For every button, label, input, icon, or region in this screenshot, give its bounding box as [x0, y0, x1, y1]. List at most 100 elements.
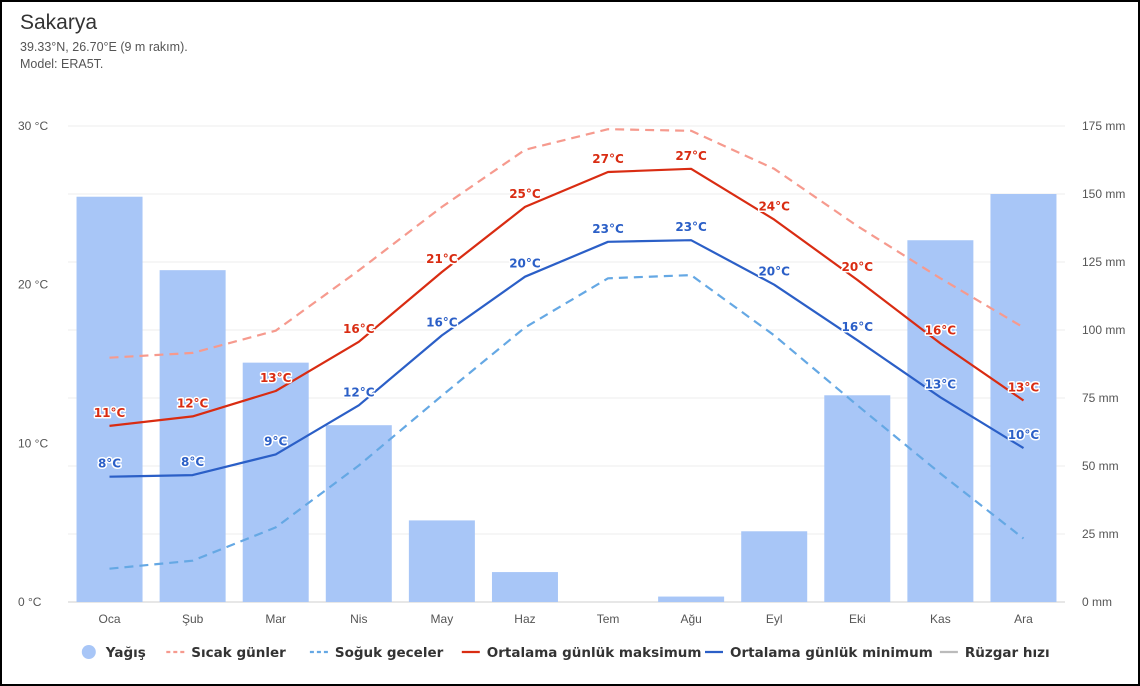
legend-label: Yağış [105, 645, 146, 661]
legend-item[interactable]: Ortalama günlük maksimum [461, 645, 702, 661]
data-label-halo: 27°C [675, 149, 707, 163]
data-label-halo: 16°C [842, 320, 874, 334]
data-label-halo: 10°C [1008, 428, 1040, 442]
data-label: 23°C [592, 222, 624, 236]
bar-precipitation [990, 194, 1057, 602]
data-label-halo: 8°C [98, 457, 121, 471]
data-label-halo: 13°C [1008, 380, 1040, 394]
y-left-tick-label: 10 °C [18, 436, 48, 450]
line-sıcak-günler [109, 128, 1025, 359]
bar-precipitation [658, 596, 725, 602]
data-label: 13°C [1008, 380, 1040, 394]
x-tick-label: Tem [597, 612, 620, 626]
bar-precipitation [242, 362, 309, 602]
legend-item[interactable]: Rüzgar hızı [939, 645, 1050, 661]
legend-label: Sıcak günler [191, 645, 286, 661]
data-label-halo: 27°C [592, 152, 624, 166]
data-label: 16°C [343, 322, 375, 336]
data-label: 16°C [842, 320, 874, 334]
line-ortalama-günlük-minimum [109, 239, 1025, 478]
data-label: 8°C [181, 455, 204, 469]
data-label: 10°C [1008, 428, 1040, 442]
legend-label: Ortalama günlük maksimum [487, 645, 702, 661]
data-label: 20°C [509, 257, 541, 271]
data-label-halo: 16°C [925, 323, 957, 337]
x-tick-label: Mar [265, 612, 286, 626]
y-left-tick-label: 0 °C [18, 595, 42, 609]
x-tick-label: Ara [1014, 612, 1033, 626]
legend-item[interactable]: Yağış [81, 645, 146, 661]
y-right-tick-label: 25 mm [1082, 527, 1119, 541]
data-label: 13°C [925, 377, 957, 391]
data-label: 25°C [509, 187, 541, 201]
bar-precipitation [741, 531, 808, 602]
bar-precipitation [907, 240, 974, 603]
data-label-halo: 20°C [758, 265, 790, 279]
data-label-halo: 20°C [509, 257, 541, 271]
x-tick-label: Nis [350, 612, 367, 626]
y-right-tick-label: 150 mm [1082, 187, 1125, 201]
data-label: 12°C [343, 385, 375, 399]
x-tick-label: May [431, 612, 454, 626]
data-label: 16°C [925, 323, 957, 337]
data-label-halo: 11°C [94, 406, 126, 420]
line-ortalama-günlük-maksimum [109, 167, 1025, 427]
data-label-halo: 16°C [343, 322, 375, 336]
data-label-halo: 21°C [426, 252, 458, 266]
bar-precipitation [408, 520, 475, 602]
x-tick-label: Oca [99, 612, 121, 626]
data-label-halo: 9°C [264, 434, 287, 448]
data-label-halo: 20°C [842, 260, 874, 274]
data-label: 24°C [758, 200, 790, 214]
data-label: 20°C [758, 265, 790, 279]
chart-title: Sakarya [20, 11, 98, 34]
model-info: Model: ERA5T. [20, 57, 104, 71]
y-left-tick-label: 30 °C [18, 119, 48, 133]
data-label-halo: 16°C [426, 315, 458, 329]
data-label-halo: 23°C [592, 222, 624, 236]
x-tick-label: Eki [849, 612, 866, 626]
x-tick-label: Haz [514, 612, 535, 626]
data-label: 11°C [94, 406, 126, 420]
data-label: 27°C [675, 149, 707, 163]
x-tick-label: Kas [930, 612, 951, 626]
data-label-halo: 12°C [177, 396, 209, 410]
data-label: 12°C [177, 396, 209, 410]
data-label: 23°C [675, 220, 707, 234]
data-label-halo: 23°C [675, 220, 707, 234]
legend-item[interactable]: Sıcak günler [166, 645, 286, 661]
y-right-tick-label: 0 mm [1082, 595, 1112, 609]
bar-precipitation [76, 196, 143, 602]
x-tick-label: Şub [182, 612, 204, 626]
legend-label: Ortalama günlük minimum [730, 645, 933, 661]
bar-precipitation [325, 425, 392, 602]
data-label: 16°C [426, 315, 458, 329]
legend-label: Rüzgar hızı [965, 645, 1050, 661]
bar-precipitation [824, 395, 891, 602]
data-label-halo: 25°C [509, 187, 541, 201]
data-label-halo: 12°C [343, 385, 375, 399]
legend-item[interactable]: Soğuk geceler [309, 645, 444, 661]
data-label: 21°C [426, 252, 458, 266]
y-right-tick-label: 100 mm [1082, 323, 1125, 337]
y-left-tick-label: 20 °C [18, 278, 48, 292]
line-soğuk-geceler [109, 274, 1025, 570]
data-label-halo: 13°C [925, 377, 957, 391]
bar-precipitation [159, 270, 226, 602]
legend-swatch [81, 645, 96, 659]
data-label-halo: 24°C [758, 200, 790, 214]
y-right-tick-label: 125 mm [1082, 255, 1125, 269]
y-right-tick-label: 175 mm [1082, 119, 1125, 133]
x-tick-label: Ağu [680, 612, 701, 626]
location-coords: 39.33°N, 26.70°E (9 m rakım). [20, 40, 188, 54]
data-label: 8°C [98, 457, 121, 471]
data-label: 27°C [592, 152, 624, 166]
data-label: 20°C [842, 260, 874, 274]
legend-item[interactable]: Ortalama günlük minimum [705, 645, 933, 661]
data-label: 13°C [260, 371, 292, 385]
data-label-halo: 13°C [260, 371, 292, 385]
y-right-tick-label: 50 mm [1082, 459, 1119, 473]
bar-precipitation [491, 572, 558, 602]
legend-label: Soğuk geceler [335, 645, 444, 661]
